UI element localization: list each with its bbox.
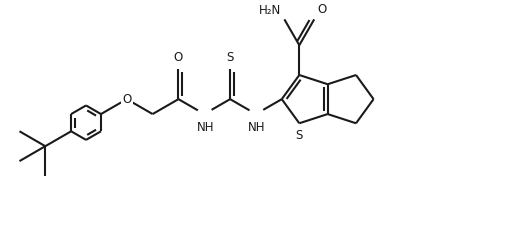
Text: NH: NH [248,121,266,134]
Text: O: O [317,3,326,16]
Text: O: O [174,51,183,64]
Text: H₂N: H₂N [259,4,281,17]
Text: S: S [226,51,234,64]
Text: O: O [122,93,131,106]
Text: S: S [296,129,303,142]
Text: NH: NH [197,121,214,134]
